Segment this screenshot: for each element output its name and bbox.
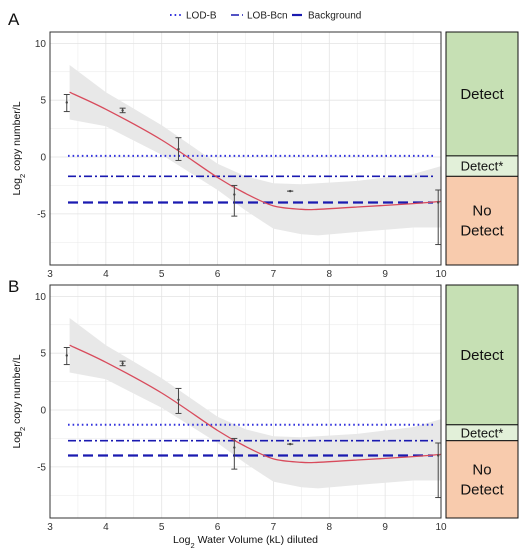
y-tick-label: 10	[35, 39, 47, 50]
confidence-ribbon	[69, 65, 441, 236]
y-tick-label: 5	[40, 96, 46, 107]
x-axis-label: Log2 Water Volume (kL) diluted	[173, 534, 318, 550]
zone-label: No Detect	[460, 461, 504, 498]
x-tick-label: 6	[215, 269, 221, 280]
plot-border	[49, 284, 442, 519]
y-axis-label: Log2 copy number/L	[11, 101, 27, 195]
subscript: 2	[191, 541, 195, 550]
x-tick-label: 9	[382, 522, 388, 533]
data-point	[231, 184, 238, 217]
x-tick-label: 10	[435, 269, 447, 280]
data-point	[175, 137, 182, 161]
zone-detect-star: Detect*	[445, 424, 519, 442]
point-marker	[288, 189, 292, 193]
panel-letter: B	[8, 277, 19, 296]
panel-letter: A	[8, 10, 20, 29]
data-point	[435, 189, 442, 246]
y-tick-label: 0	[40, 153, 46, 164]
detection-zones: Detect Detect* No Detect	[445, 31, 519, 266]
point-marker	[177, 398, 180, 401]
x-tick-label: 7	[271, 269, 277, 280]
zone-no-detect: No Detect	[445, 440, 519, 519]
panel-b: B 3 4 5 6 7 8 9 10 -5 0 5 10 Log2 copy number/L Log2 W…	[8, 277, 519, 550]
point-marker	[437, 454, 440, 457]
legend-item-background: Background	[292, 11, 361, 22]
data-point	[287, 189, 294, 193]
x-tick-label: 3	[47, 269, 53, 280]
zone-label: Detect*	[461, 159, 504, 174]
fit-line	[69, 91, 442, 211]
point-marker	[65, 101, 68, 104]
zone-label-line: Detect	[460, 86, 504, 103]
panel-a: A 3 4 5 6 7 8 9 10 -5 0 5 10 Log2 copy number/L Detect…	[8, 10, 519, 280]
confidence-ribbon	[69, 318, 441, 489]
detection-zones: Detect Detect* No Detect	[445, 284, 519, 519]
x-tick-label: 5	[159, 522, 165, 533]
y-axis-label: Log2 copy number/L	[11, 354, 27, 448]
zone-label-line: Detect*	[461, 159, 504, 174]
zone-detect-star: Detect*	[445, 155, 519, 177]
point-marker	[233, 446, 236, 449]
zone-label: No Detect	[460, 203, 504, 240]
y-tick-label: -5	[37, 462, 46, 473]
zone-box	[445, 175, 519, 266]
zone-label-line: No	[472, 461, 491, 478]
data-point	[119, 107, 126, 114]
zone-no-detect: No Detect	[445, 175, 519, 266]
subscript: 2	[18, 427, 27, 431]
data-point	[119, 360, 126, 367]
x-tick-label: 7	[271, 522, 277, 533]
point-marker	[177, 147, 180, 151]
legend-label: LOD-B	[186, 11, 217, 22]
point-marker	[233, 193, 236, 196]
zone-label: Detect	[460, 86, 504, 103]
zone-label-line: No	[472, 203, 491, 220]
point-marker	[121, 109, 124, 112]
x-tick-label: 5	[159, 269, 165, 280]
x-tick-label: 4	[103, 522, 109, 533]
y-tick-label: 5	[40, 349, 46, 360]
panels: A 3 4 5 6 7 8 9 10 -5 0 5 10 Log2 copy number/L Detect…	[8, 10, 519, 550]
y-tick-label: 0	[40, 406, 46, 417]
zone-detect: Detect	[445, 31, 519, 157]
point-marker	[288, 442, 292, 446]
legend: LOD-B LOB-Bcn Background	[170, 11, 361, 22]
x-tick-label: 10	[435, 522, 447, 533]
data-point	[63, 347, 70, 366]
plot-border	[49, 31, 442, 266]
x-tick-label: 6	[215, 522, 221, 533]
point-marker	[437, 201, 440, 204]
legend-item-lod-b: LOD-B	[170, 11, 217, 22]
data-point	[175, 387, 182, 414]
zone-box	[445, 31, 519, 157]
y-tick-label: 10	[35, 292, 47, 303]
x-tick-label: 3	[47, 522, 53, 533]
y-tick-label: -5	[37, 209, 46, 220]
data-point	[435, 442, 442, 499]
zone-detect: Detect	[445, 284, 519, 426]
point-marker	[65, 354, 68, 357]
fit-line	[69, 344, 442, 464]
legend-label: LOB-Bcn	[247, 11, 288, 22]
zone-label-line: Detect	[460, 223, 504, 240]
subscript: 2	[18, 174, 27, 178]
point-marker	[121, 362, 124, 365]
x-tick-label: 8	[327, 522, 333, 533]
data-point	[287, 442, 294, 446]
zone-label: Detect	[460, 347, 504, 364]
zone-label-line: Detect	[460, 481, 504, 498]
data-point	[231, 437, 238, 470]
zone-label-line: Detect	[460, 347, 504, 364]
legend-label: Background	[308, 11, 361, 22]
x-tick-label: 9	[382, 269, 388, 280]
zone-box	[445, 440, 519, 519]
x-tick-label: 4	[103, 269, 109, 280]
data-point	[63, 94, 70, 113]
zone-label-line: Detect*	[461, 425, 504, 440]
x-tick-label: 8	[327, 269, 333, 280]
legend-item-lob-bcn: LOB-Bcn	[231, 11, 288, 22]
zone-label: Detect*	[461, 425, 504, 440]
